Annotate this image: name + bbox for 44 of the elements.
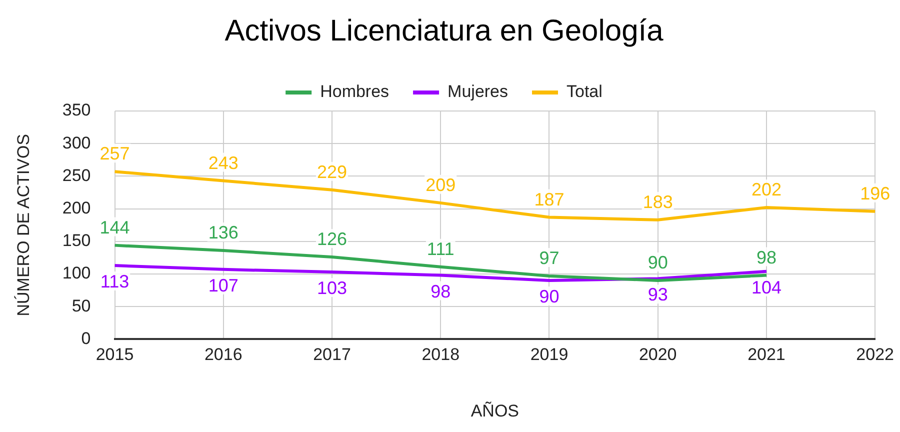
y-tick-label: 250 (62, 166, 91, 185)
y-tick-label: 150 (62, 231, 91, 250)
data-label: 187 (534, 189, 564, 210)
x-tick-label: 2020 (638, 345, 677, 364)
x-tick-label: 2016 (204, 345, 242, 364)
x-tick-label: 2022 (856, 345, 894, 364)
y-tick-label: 50 (72, 296, 91, 316)
data-label: 183 (642, 192, 673, 212)
legend-label: Mujeres (448, 82, 508, 102)
data-label: 111 (426, 238, 454, 259)
data-label: 196 (860, 183, 890, 204)
legend-label: Total (566, 82, 602, 102)
legend-label: Hombres (320, 82, 390, 102)
data-label: 209 (426, 174, 456, 195)
data-label: 93 (648, 284, 668, 305)
y-tick-label: 200 (62, 198, 91, 218)
x-tick-label: 2018 (422, 345, 460, 364)
data-label: 136 (208, 222, 238, 243)
data-label: 107 (208, 275, 238, 296)
data-label: 144 (100, 217, 130, 238)
data-label: 202 (751, 179, 782, 200)
y-axis-title: NÚMERO DE ACTIVOS (14, 134, 33, 316)
x-tick-label: 2015 (96, 345, 134, 364)
data-label: 243 (208, 152, 238, 173)
data-label: 97 (539, 248, 560, 268)
data-label: 113 (100, 272, 130, 292)
x-tick-label: 2017 (313, 345, 351, 364)
data-label: 90 (648, 252, 668, 273)
data-label: 98 (756, 247, 776, 268)
data-label: 103 (316, 278, 348, 298)
data-label: 98 (430, 281, 451, 302)
x-axis-title: AÑOS (470, 401, 520, 420)
x-tick-label: 2021 (748, 345, 786, 364)
chart-title: Activos Licenciatura en Geología (224, 14, 664, 48)
data-label: 257 (100, 144, 130, 164)
data-label: 229 (316, 162, 348, 182)
data-label: 90 (539, 286, 560, 307)
y-tick-label: 100 (62, 264, 91, 283)
data-label: 126 (316, 229, 348, 250)
data-label: 104 (751, 277, 782, 298)
y-tick-label: 350 (62, 100, 91, 120)
y-tick-label: 0 (81, 328, 91, 348)
x-tick-label: 2019 (530, 345, 568, 364)
y-tick-label: 300 (62, 133, 91, 152)
